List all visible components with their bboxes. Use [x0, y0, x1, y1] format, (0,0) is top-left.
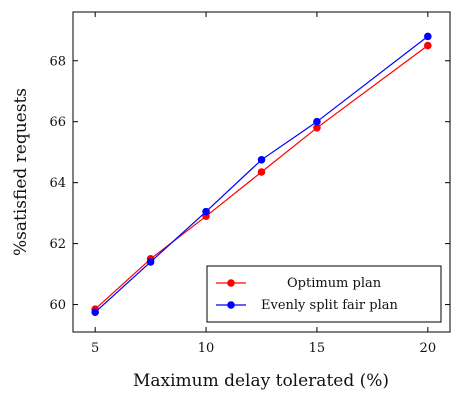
- legend-marker-optimum-plan: [227, 279, 235, 287]
- data-point-evenly-split-fair-plan: [424, 32, 432, 41]
- y-tick-label: 60: [49, 298, 66, 313]
- legend-label-optimum-plan: Optimum plan: [287, 276, 382, 291]
- y-axis-title: %satisfied requests: [11, 88, 31, 256]
- y-tick-label: 68: [49, 54, 66, 69]
- x-tick-label: 20: [420, 341, 437, 356]
- data-point-evenly-split-fair-plan: [202, 207, 210, 216]
- series-line-optimum-plan: [94, 45, 429, 310]
- data-point-evenly-split-fair-plan: [146, 258, 155, 266]
- x-axis-title: Maximum delay tolerated (%): [133, 371, 389, 391]
- plot-frame: [72, 11, 451, 333]
- y-tick-label: 64: [49, 176, 66, 191]
- x-tick-label: 10: [198, 341, 215, 356]
- data-point-evenly-split-fair-plan: [91, 308, 99, 316]
- y-tick-label: 66: [49, 115, 66, 130]
- data-point-optimum-plan: [424, 41, 432, 50]
- series-layer: [91, 32, 432, 316]
- data-point-optimum-plan: [257, 168, 266, 176]
- data-point-optimum-plan: [313, 124, 321, 132]
- legend-marker-evenly-split-fair-plan: [227, 301, 235, 309]
- x-axis: 5 10 15 20: [91, 12, 436, 356]
- y-axis: 60 62 64 66 68: [49, 54, 450, 313]
- x-tick-label: 15: [309, 341, 326, 356]
- data-point-evenly-split-fair-plan: [257, 156, 266, 164]
- data-point-evenly-split-fair-plan: [313, 117, 321, 126]
- y-tick-label: 62: [49, 237, 66, 252]
- series-line-evenly-split-fair-plan: [94, 35, 429, 313]
- legend-label-evenly-split-fair-plan: Evenly split fair plan: [261, 298, 398, 313]
- x-tick-label: 5: [91, 341, 99, 356]
- legend-box: [206, 265, 442, 323]
- legend: Optimum plan Evenly split fair plan: [206, 265, 442, 323]
